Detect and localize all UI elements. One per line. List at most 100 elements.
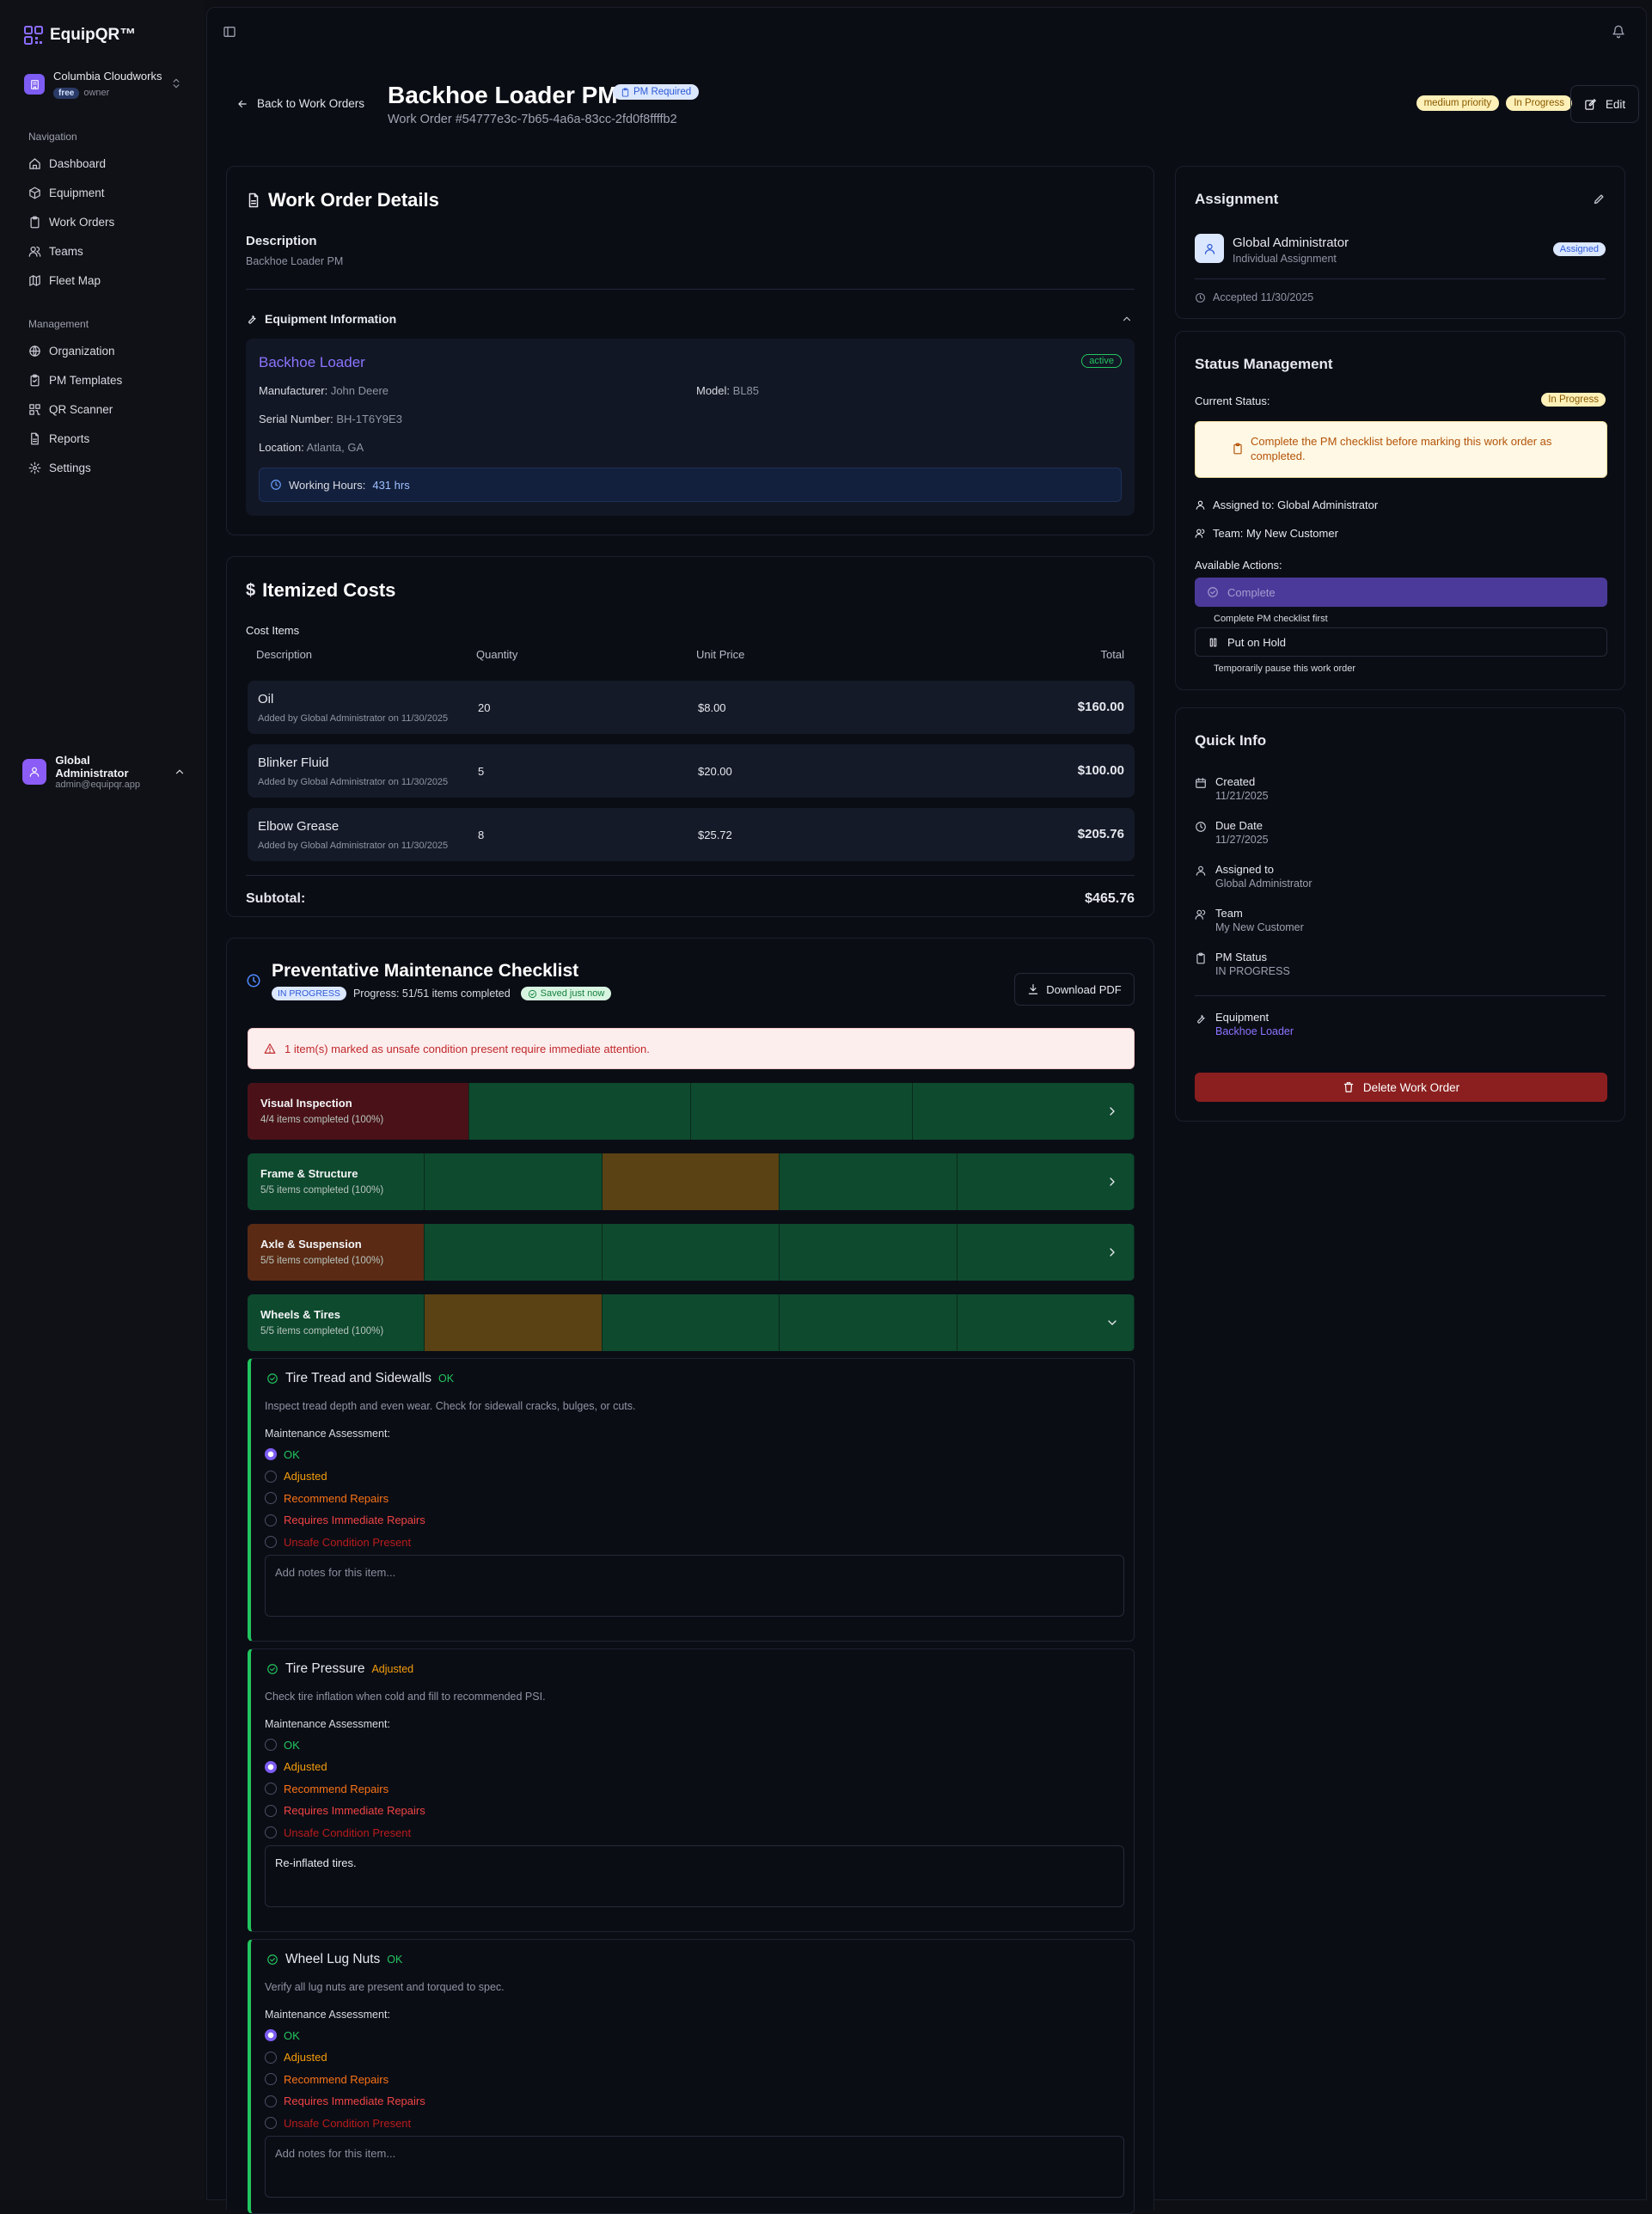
- sidebar-item-qr-scanner[interactable]: QR Scanner: [28, 399, 113, 419]
- accepted-date: Accepted 11/30/2025: [1213, 291, 1314, 303]
- radio-button[interactable]: [265, 1448, 277, 1460]
- equipment-info-toggle[interactable]: Equipment Information: [246, 312, 396, 326]
- category-progress-segment-ok: [425, 1153, 603, 1210]
- radio-button[interactable]: [265, 1536, 277, 1548]
- radio-button[interactable]: [265, 1826, 277, 1838]
- unsafe-alert: 1 item(s) marked as unsafe condition pre…: [248, 1028, 1135, 1069]
- assessment-option[interactable]: OK: [265, 1445, 425, 1464]
- description-text: Backhoe Loader PM: [246, 255, 344, 267]
- qr-icon: [28, 403, 41, 416]
- assigned-label: Assigned to: [1215, 863, 1274, 876]
- assessment-option[interactable]: Recommend Repairs: [265, 2070, 425, 2089]
- pencil-icon[interactable]: [1593, 193, 1606, 205]
- cost-name: Blinker Fluid: [258, 755, 329, 770]
- category-wheels-tires[interactable]: Wheels & Tires 5/5 items completed (100%): [248, 1294, 1135, 1351]
- assessment-option[interactable]: Requires Immediate Repairs: [265, 1801, 425, 1820]
- sidebar-item-label: Organization: [49, 344, 115, 358]
- hours-label: Working Hours:: [289, 478, 366, 492]
- assessment-option[interactable]: Recommend Repairs: [265, 1779, 425, 1798]
- sidebar-item-work-orders[interactable]: Work Orders: [28, 211, 114, 232]
- sidebar-toggle-icon[interactable]: [223, 25, 236, 39]
- sidebar-item-settings[interactable]: Settings: [28, 457, 91, 478]
- main-content: Back to Work Orders Backhoe Loader PM PM…: [206, 7, 1647, 2214]
- radio-button[interactable]: [265, 1783, 277, 1795]
- category-visual-inspection[interactable]: Visual Inspection 4/4 items completed (10…: [248, 1083, 1135, 1140]
- category-progress-segment-ok: [957, 1153, 1135, 1210]
- category-axle-suspension[interactable]: Axle & Suspension 5/5 items completed (10…: [248, 1224, 1135, 1281]
- sidebar-item-equipment[interactable]: Equipment: [28, 182, 105, 203]
- radio-button[interactable]: [265, 2117, 277, 2129]
- complete-label: Complete: [1227, 585, 1276, 599]
- equipment-name-link[interactable]: Backhoe Loader: [259, 354, 365, 370]
- chevron-up-icon[interactable]: [1121, 313, 1133, 325]
- category-title: Visual Inspection: [260, 1097, 352, 1110]
- download-icon: [1027, 983, 1039, 995]
- notes-textarea[interactable]: Add notes for this item...: [265, 1555, 1124, 1617]
- cost-price: $8.00: [698, 701, 726, 714]
- box-icon: [28, 187, 41, 199]
- check-circle-icon: [528, 989, 537, 999]
- category-subtitle: 5/5 items completed (100%): [260, 1326, 384, 1336]
- notes-textarea[interactable]: Re-inflated tires.: [265, 1845, 1124, 1907]
- chevron-right-icon: [1105, 1104, 1119, 1118]
- assessment-option[interactable]: Unsafe Condition Present: [265, 1532, 425, 1551]
- assessment-option[interactable]: Requires Immediate Repairs: [265, 1511, 425, 1530]
- sidebar-item-organization[interactable]: Organization: [28, 340, 115, 361]
- radio-button[interactable]: [265, 1492, 277, 1504]
- assessment-option[interactable]: Requires Immediate Repairs: [265, 2092, 425, 2111]
- back-to-work-orders-button[interactable]: Back to Work Orders: [236, 97, 364, 110]
- cost-total: $160.00: [1077, 700, 1124, 714]
- assessment-option[interactable]: Adjusted: [265, 2048, 425, 2067]
- clipboard-icon: [28, 216, 41, 229]
- sidebar-item-pm-templates[interactable]: PM Templates: [28, 370, 122, 390]
- clock-icon: [270, 479, 282, 491]
- item-description: Check tire inflation when cold and fill …: [265, 1691, 546, 1703]
- sidebar-item-reports[interactable]: Reports: [28, 428, 89, 449]
- category-progress-segment-unsafe: [248, 1083, 469, 1140]
- assessment-option[interactable]: Recommend Repairs: [265, 1489, 425, 1508]
- radio-button[interactable]: [265, 2029, 277, 2041]
- equipment-link[interactable]: Backhoe Loader: [1215, 1025, 1294, 1037]
- category-title: Wheels & Tires: [260, 1308, 340, 1321]
- option-label: Unsafe Condition Present: [284, 2116, 412, 2130]
- radio-button[interactable]: [265, 1739, 277, 1751]
- pm-status-label: PM Status: [1215, 951, 1267, 963]
- radio-button[interactable]: [265, 2051, 277, 2064]
- assessment-label: Maintenance Assessment:: [265, 2009, 390, 2021]
- description-label: Description: [246, 234, 317, 248]
- assigned-to-text: Assigned to: Global Administrator: [1213, 498, 1379, 511]
- radio-button[interactable]: [265, 2095, 277, 2107]
- category-progress-segment-ok: [602, 1224, 780, 1281]
- sidebar-item-teams[interactable]: Teams: [28, 241, 83, 261]
- assessment-option[interactable]: Unsafe Condition Present: [265, 1823, 425, 1842]
- download-pdf-button[interactable]: Download PDF: [1014, 973, 1135, 1006]
- sidebar-item-dashboard[interactable]: Dashboard: [28, 153, 106, 174]
- put-on-hold-button[interactable]: Put on Hold: [1195, 627, 1607, 657]
- download-label: Download PDF: [1046, 982, 1122, 996]
- complete-button[interactable]: Complete: [1195, 578, 1607, 607]
- sidebar-item-label: PM Templates: [49, 373, 123, 387]
- radio-button[interactable]: [265, 1760, 277, 1773]
- category-frame-structure[interactable]: Frame & Structure 5/5 items completed (10…: [248, 1153, 1135, 1210]
- assessment-option[interactable]: Adjusted: [265, 1758, 425, 1777]
- notes-textarea[interactable]: Add notes for this item...: [265, 2136, 1124, 2198]
- delete-work-order-button[interactable]: Delete Work Order: [1195, 1073, 1607, 1102]
- working-hours-box: Working Hours: 431 hrs: [259, 468, 1122, 502]
- radio-button[interactable]: [265, 1804, 277, 1817]
- assessment-option[interactable]: OK: [265, 2026, 425, 2045]
- radio-button[interactable]: [265, 1514, 277, 1526]
- assessment-option[interactable]: Unsafe Condition Present: [265, 2113, 425, 2132]
- edit-button[interactable]: Edit: [1570, 85, 1639, 123]
- radio-button[interactable]: [265, 2073, 277, 2085]
- user-menu[interactable]: Global Administrator admin@equipqr.app: [22, 754, 186, 790]
- bell-icon[interactable]: [1612, 25, 1625, 39]
- app-brand[interactable]: EquipQR™: [24, 26, 136, 45]
- assessment-option[interactable]: Adjusted: [265, 1467, 425, 1486]
- assignee-name: Global Administrator: [1233, 235, 1349, 250]
- item-status: Adjusted: [371, 1663, 414, 1675]
- org-switcher[interactable]: Columbia Cloudworks free owner: [24, 67, 182, 101]
- radio-button[interactable]: [265, 1470, 277, 1483]
- checklist-title: Preventative Maintenance Checklist: [272, 961, 579, 981]
- assessment-option[interactable]: OK: [265, 1735, 425, 1754]
- sidebar-item-fleet-map[interactable]: Fleet Map: [28, 270, 101, 291]
